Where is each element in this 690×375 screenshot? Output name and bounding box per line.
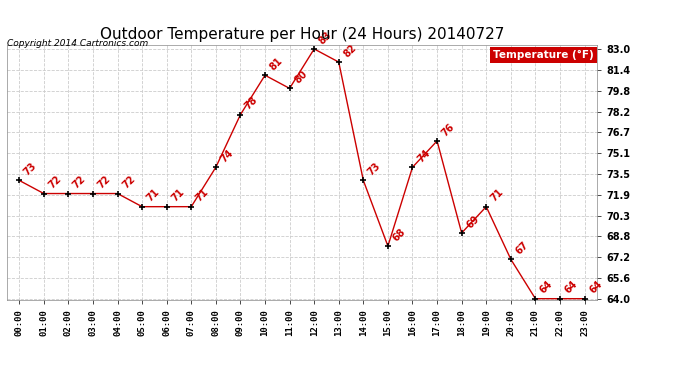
Text: 67: 67 [513, 240, 530, 256]
Text: 81: 81 [268, 56, 284, 72]
Text: 68: 68 [391, 226, 407, 243]
Text: 74: 74 [415, 148, 432, 165]
Text: 78: 78 [243, 95, 260, 112]
Text: 71: 71 [145, 187, 161, 204]
Text: 71: 71 [489, 187, 506, 204]
Title: Outdoor Temperature per Hour (24 Hours) 20140727: Outdoor Temperature per Hour (24 Hours) … [99, 27, 504, 42]
Text: 73: 73 [22, 161, 39, 178]
Text: 64: 64 [587, 279, 604, 296]
Text: Temperature (°F): Temperature (°F) [493, 50, 594, 60]
Text: 64: 64 [538, 279, 555, 296]
Text: 64: 64 [563, 279, 580, 296]
Text: Copyright 2014 Cartronics.com: Copyright 2014 Cartronics.com [7, 39, 148, 48]
Text: 72: 72 [120, 174, 137, 191]
Text: 82: 82 [342, 43, 358, 59]
Text: 83: 83 [317, 30, 334, 46]
Text: 72: 72 [96, 174, 112, 191]
Text: 74: 74 [219, 148, 235, 165]
Text: 72: 72 [46, 174, 63, 191]
Text: 69: 69 [464, 214, 481, 230]
Text: 76: 76 [440, 122, 457, 138]
Text: 72: 72 [71, 174, 88, 191]
Text: 80: 80 [293, 69, 309, 86]
Text: 73: 73 [366, 161, 383, 178]
Text: 71: 71 [170, 187, 186, 204]
Text: 71: 71 [194, 187, 210, 204]
